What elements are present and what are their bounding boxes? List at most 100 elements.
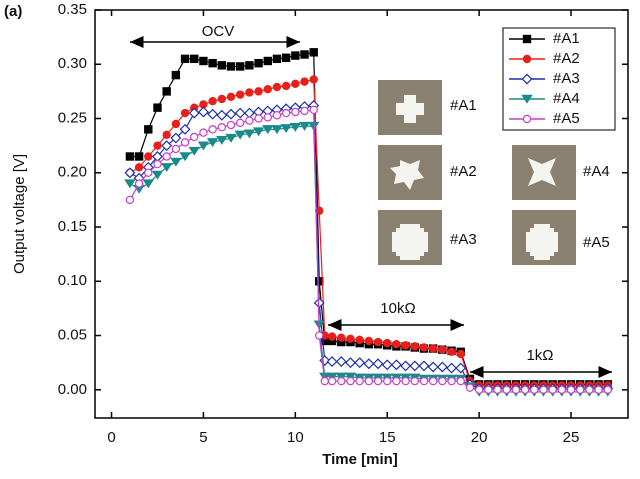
marker bbox=[400, 360, 412, 372]
insets: #A1 #A2 #A3 #A4 #A5 bbox=[378, 80, 610, 265]
marker bbox=[179, 152, 191, 162]
marker bbox=[502, 385, 511, 394]
x-tick-label: 10 bbox=[287, 429, 304, 446]
marker bbox=[188, 107, 200, 119]
marker bbox=[557, 385, 567, 394]
marker bbox=[354, 357, 366, 369]
marker bbox=[180, 54, 190, 64]
marker bbox=[263, 113, 272, 122]
marker bbox=[484, 385, 493, 394]
marker bbox=[320, 376, 329, 386]
marker bbox=[197, 141, 210, 151]
legend-marker bbox=[521, 94, 533, 104]
marker bbox=[245, 61, 254, 70]
marker bbox=[208, 125, 217, 134]
y-tick-label: 0.25 bbox=[58, 109, 87, 126]
marker bbox=[124, 167, 136, 179]
marker bbox=[216, 109, 228, 121]
y-tick-label: 0.20 bbox=[58, 164, 87, 181]
marker bbox=[530, 385, 539, 394]
marker bbox=[252, 127, 265, 137]
y-tick-label: 0.35 bbox=[58, 1, 87, 18]
marker bbox=[280, 124, 292, 133]
marker bbox=[438, 345, 447, 354]
marker bbox=[225, 108, 237, 120]
legend-label: #A5 bbox=[553, 110, 580, 127]
marker bbox=[327, 376, 337, 386]
inset-shape bbox=[526, 224, 558, 260]
marker bbox=[170, 157, 182, 167]
marker bbox=[373, 337, 383, 347]
x-tick-label: 15 bbox=[379, 429, 396, 446]
plot-frame bbox=[94, 9, 629, 419]
marker bbox=[190, 132, 199, 142]
annotation: 1kΩ bbox=[526, 347, 553, 364]
marker bbox=[171, 70, 181, 80]
marker bbox=[455, 362, 467, 374]
marker bbox=[180, 138, 190, 147]
marker bbox=[337, 376, 346, 386]
marker bbox=[346, 334, 355, 343]
legend-marker bbox=[522, 54, 532, 64]
marker bbox=[335, 372, 347, 382]
y-axis-title: Output voltage [V] bbox=[11, 154, 28, 274]
marker bbox=[566, 385, 576, 394]
marker bbox=[171, 119, 181, 129]
y-tick-label: 0.10 bbox=[58, 272, 87, 289]
marker bbox=[281, 108, 291, 118]
marker bbox=[548, 385, 557, 394]
marker bbox=[243, 129, 256, 139]
marker bbox=[207, 108, 219, 120]
marker bbox=[401, 341, 410, 350]
marker bbox=[170, 132, 182, 144]
marker bbox=[309, 105, 318, 115]
marker bbox=[410, 376, 419, 386]
inset-shape bbox=[396, 95, 424, 123]
marker bbox=[216, 136, 228, 145]
marker bbox=[419, 376, 429, 386]
marker bbox=[197, 106, 209, 118]
x-axis-title: Time [min] bbox=[322, 451, 398, 468]
marker bbox=[235, 62, 245, 71]
marker bbox=[300, 106, 309, 116]
y-tick-label: 0.00 bbox=[58, 381, 87, 398]
marker bbox=[446, 362, 458, 374]
marker bbox=[160, 163, 173, 173]
annotation: 10kΩ bbox=[380, 300, 415, 317]
marker bbox=[291, 107, 300, 117]
inset-shape bbox=[392, 224, 428, 260]
marker bbox=[539, 385, 548, 394]
marker bbox=[603, 385, 612, 394]
marker bbox=[594, 385, 603, 394]
marker bbox=[190, 54, 199, 64]
series bbox=[125, 105, 612, 394]
inset-label: #A4 bbox=[583, 163, 610, 180]
marker bbox=[272, 82, 282, 92]
marker bbox=[206, 138, 219, 148]
marker bbox=[263, 85, 272, 94]
marker bbox=[245, 116, 254, 125]
marker bbox=[263, 56, 272, 66]
marker bbox=[363, 358, 375, 370]
marker bbox=[124, 179, 136, 189]
inset-shape bbox=[390, 160, 424, 190]
marker bbox=[383, 376, 392, 386]
marker bbox=[234, 130, 246, 140]
marker bbox=[337, 333, 346, 342]
marker bbox=[254, 87, 263, 96]
marker bbox=[465, 383, 475, 392]
marker bbox=[364, 336, 374, 346]
marker bbox=[134, 179, 144, 188]
legend-label: #A2 bbox=[553, 50, 580, 67]
marker bbox=[326, 356, 338, 368]
marker bbox=[383, 338, 392, 348]
marker bbox=[428, 376, 438, 386]
marker bbox=[456, 349, 465, 359]
inset-label: #A3 bbox=[450, 231, 477, 248]
marker bbox=[125, 152, 135, 161]
marker bbox=[493, 385, 502, 394]
marker bbox=[254, 114, 263, 123]
x-tick-label: 5 bbox=[199, 429, 207, 446]
marker bbox=[226, 120, 236, 130]
